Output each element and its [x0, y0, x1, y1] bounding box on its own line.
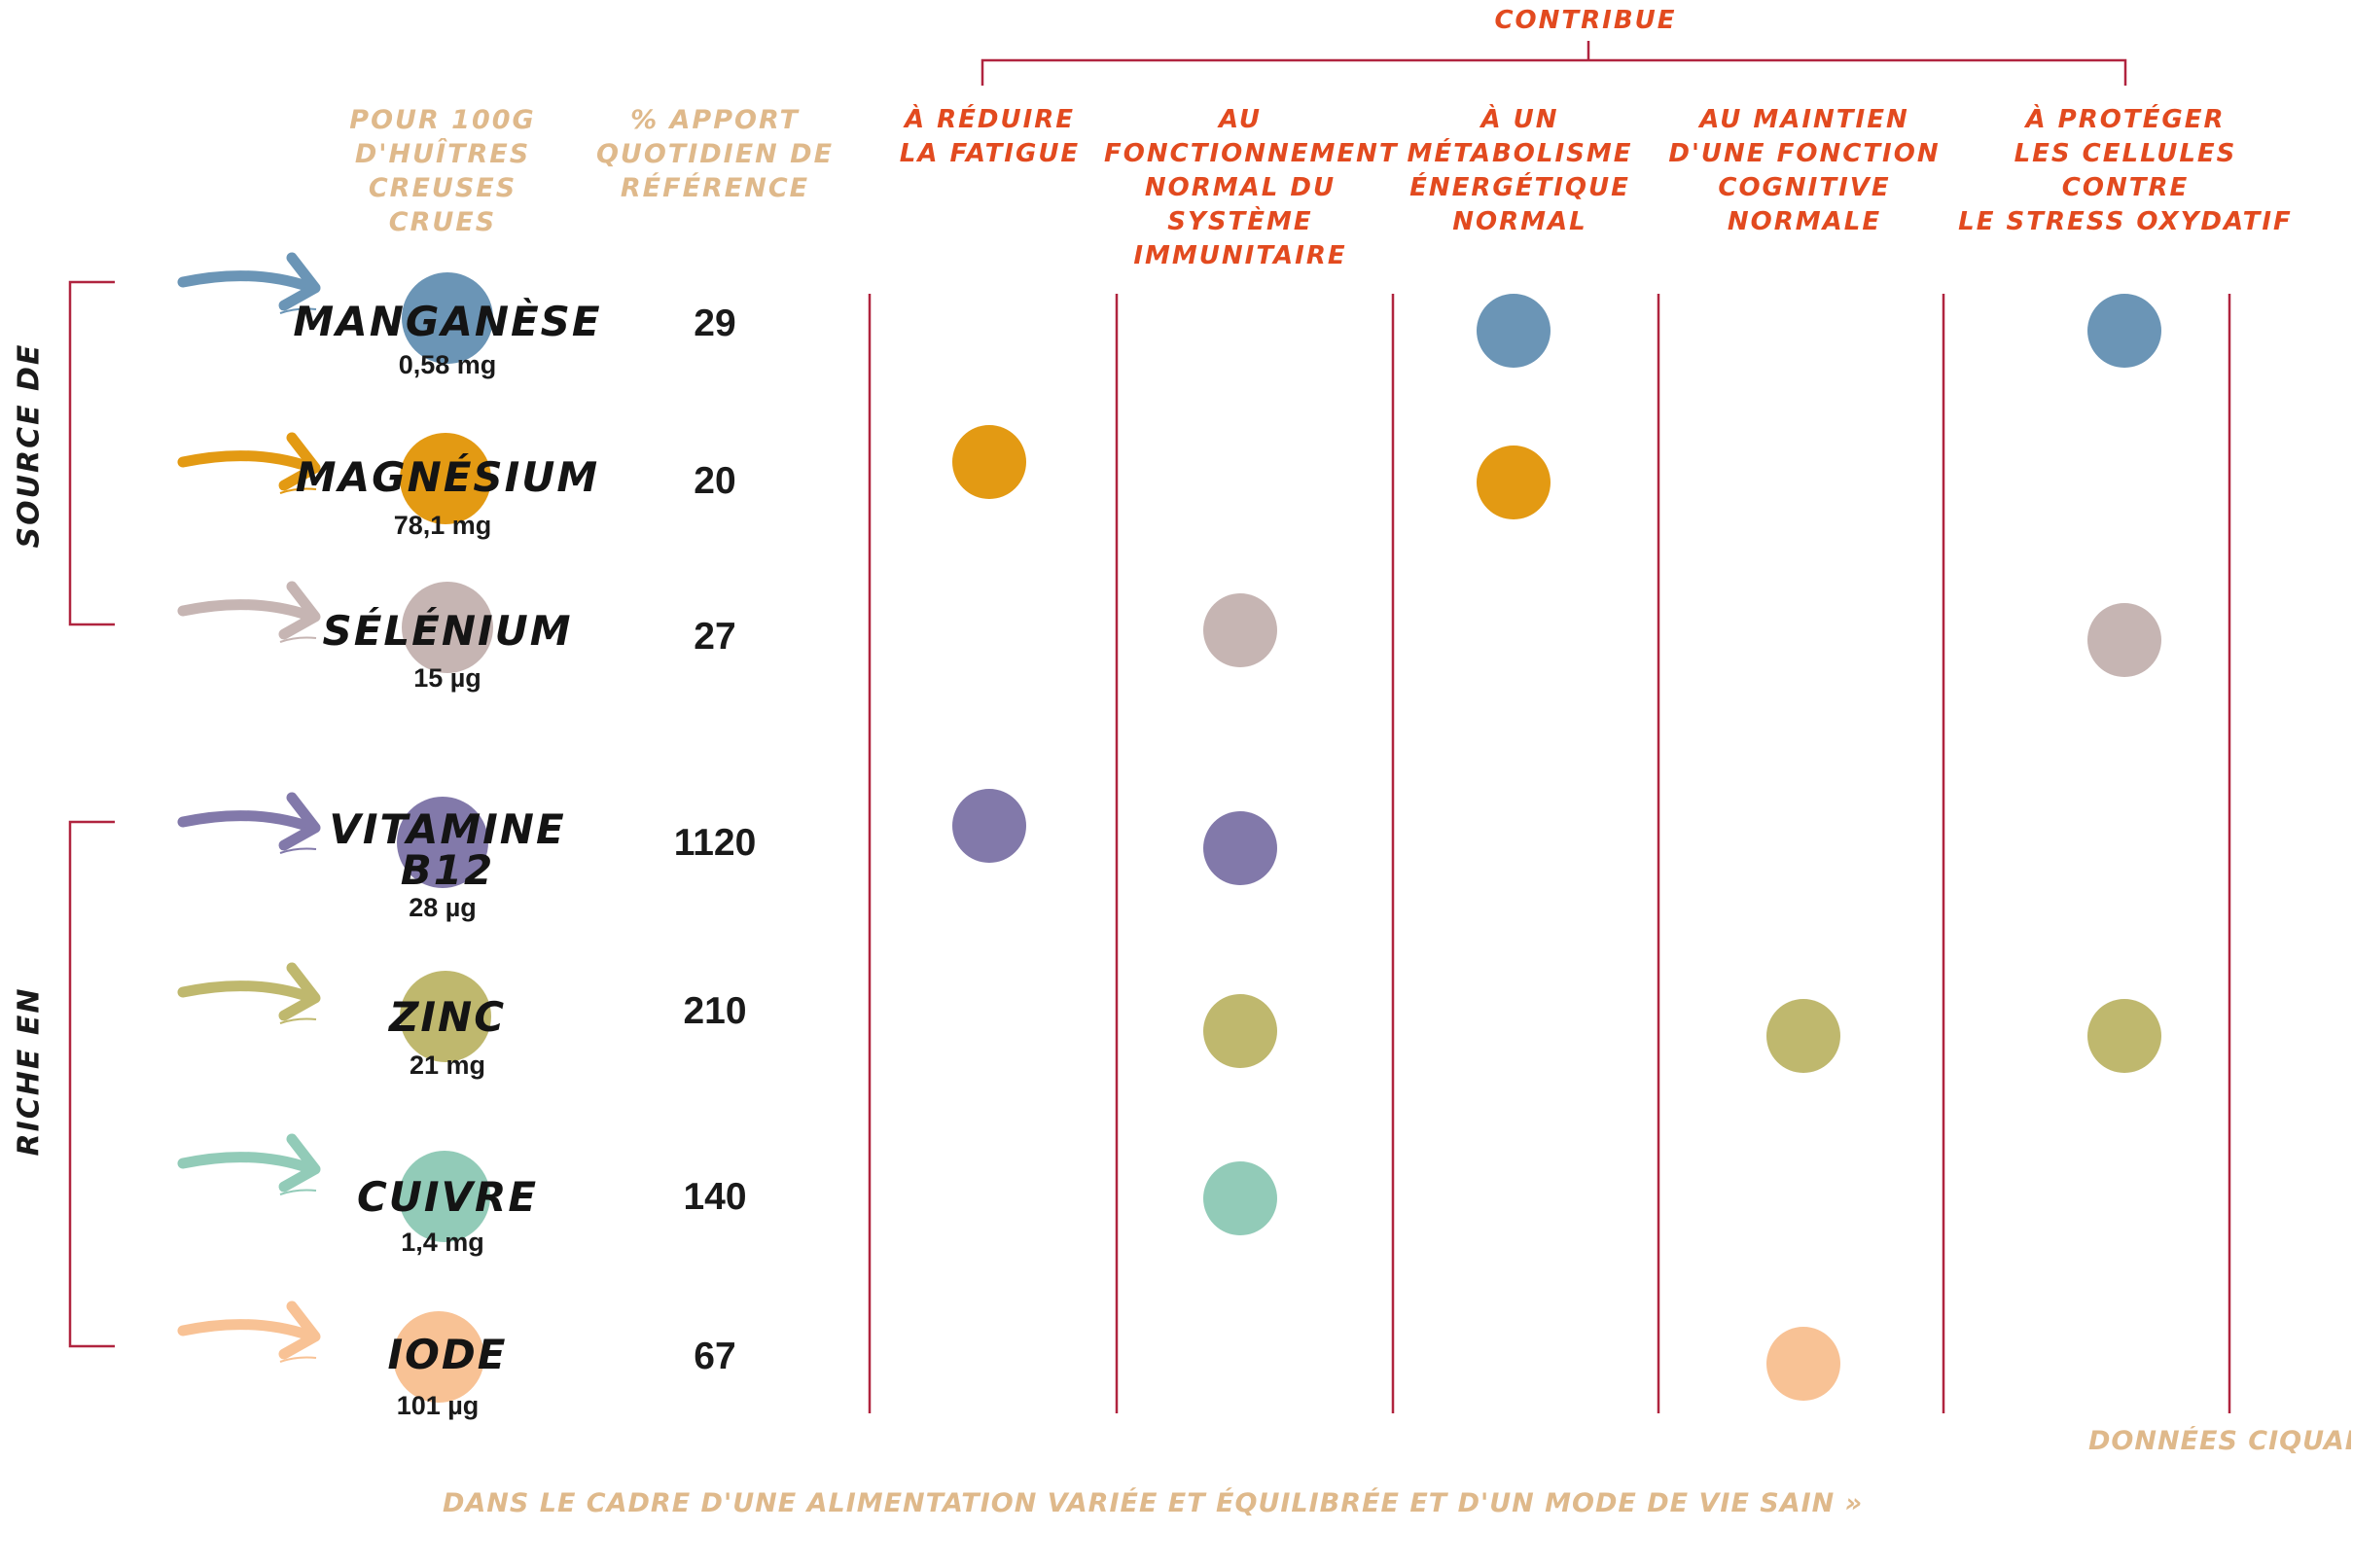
benefit-dot	[1203, 811, 1277, 885]
benefit-header-cognitive: AU MAINTIEN D'UNE FONCTION COGNITIVE NOR…	[1668, 105, 1941, 236]
mineral-name-zinc: ZINC	[388, 993, 507, 1041]
mineral-qty-zinc: 21 mg	[409, 1051, 486, 1080]
mineral-color-circle	[400, 971, 491, 1062]
mineral-pct-manganese: 29	[694, 303, 736, 344]
arrow-head	[278, 1301, 321, 1360]
per-100g-header: POUR 100G D'HUÎTRES CREUSES CRUES	[349, 105, 536, 237]
arrow-head	[278, 252, 321, 311]
mineral-pct-magnesium: 20	[694, 460, 736, 502]
mineral-pct-cuivre: 140	[683, 1176, 747, 1218]
arrow-shaft	[177, 270, 315, 293]
mineral-pct-iode: 67	[694, 1336, 736, 1377]
arrow-shaft	[177, 980, 315, 1003]
bracket-source-de	[68, 280, 115, 626]
arrow-shaft	[177, 810, 315, 833]
benefit-dot	[1766, 1327, 1840, 1401]
contribue-bracket	[980, 41, 2127, 86]
mineral-pct-zinc: 210	[683, 990, 747, 1032]
arrow-shaft	[177, 1319, 315, 1341]
arrow-head	[278, 962, 321, 1021]
mineral-color-circle	[402, 272, 493, 364]
mineral-qty-iode: 101 µg	[396, 1391, 480, 1420]
benefit-dot	[1203, 994, 1277, 1068]
footer-disclaimer: DANS LE CADRE D'UNE ALIMENTATION VARIÉE …	[443, 1488, 1864, 1518]
arrow-shaft	[177, 450, 315, 473]
group-label-source-de: SOURCE DE	[12, 342, 47, 549]
arrow-swash	[279, 636, 317, 643]
mineral-color-circle	[393, 1311, 484, 1403]
mineral-qty-selenium: 15 µg	[413, 663, 481, 693]
benefit-dot	[1766, 999, 1840, 1073]
mineral-pct-selenium: 27	[694, 616, 736, 658]
arrow-head	[278, 792, 321, 851]
arrow-head	[278, 432, 321, 491]
arrow-head	[278, 581, 321, 640]
arrow-swash	[279, 847, 317, 854]
mineral-qty-cuivre: 1,4 mg	[401, 1228, 484, 1257]
data-source-note: DONNÉES CIQUAL	[2088, 1426, 2351, 1456]
arrow-swash	[279, 1356, 317, 1363]
benefit-dot	[1477, 445, 1551, 519]
benefit-dot	[1477, 294, 1551, 368]
mineral-color-circle	[399, 1151, 490, 1242]
mineral-qty-magnesium: 78,1 mg	[393, 511, 492, 540]
arrow-shaft	[177, 599, 315, 622]
mineral-color-circle	[400, 433, 491, 524]
benefit-dot	[2087, 294, 2161, 368]
arrow-shaft	[177, 1152, 315, 1174]
arrow-swash	[279, 1017, 317, 1024]
mineral-qty-vitamine-b12: 28 µg	[409, 893, 477, 922]
mineral-color-circle	[397, 797, 488, 888]
arrow-swash	[279, 1189, 317, 1195]
group-label-riche-en: RICHE EN	[12, 986, 47, 1157]
arrow-swash	[279, 487, 317, 494]
mineral-qty-manganese: 0,58 mg	[398, 350, 497, 379]
contribue-label: CONTRIBUE	[1494, 6, 1677, 35]
bracket-riche-en	[68, 820, 115, 1348]
benefit-dot	[2087, 999, 2161, 1073]
benefit-header-fatigue: À RÉDUIRE LA FATIGUE	[899, 105, 1081, 168]
arrow-swash	[279, 307, 317, 314]
mineral-pct-vitamine-b12: 1120	[673, 822, 757, 864]
benefit-dot	[952, 789, 1026, 863]
mineral-name-selenium: SÉLÉNIUM	[322, 607, 573, 655]
benefit-header-immune: AU FONCTIONNEMENT NORMAL DU SYSTÈME IMMU…	[1104, 105, 1399, 270]
arrow-head	[278, 1133, 321, 1193]
benefit-dot	[2087, 603, 2161, 677]
benefit-dot	[952, 425, 1026, 499]
benefit-header-oxidative: À PROTÉGER LES CELLULES CONTRE LE STRESS…	[1958, 105, 2293, 236]
mineral-name-magnesium: MAGNÉSIUM	[295, 453, 600, 501]
pct-ref-header: % APPORT QUOTIDIEN DE RÉFÉRENCE	[595, 105, 835, 203]
mineral-name-manganese: MANGANÈSE	[293, 298, 602, 345]
mineral-name-vitamine-b12: VITAMINE B12	[329, 805, 566, 894]
mineral-name-iode: IODE	[387, 1331, 508, 1378]
mineral-color-circle	[402, 582, 493, 673]
benefit-header-metabolism: À UN MÉTABOLISME ÉNERGÉTIQUE NORMAL	[1407, 105, 1633, 236]
mineral-name-cuivre: CUIVRE	[356, 1173, 539, 1221]
benefit-dot	[1203, 1161, 1277, 1235]
benefit-dot	[1203, 593, 1277, 667]
